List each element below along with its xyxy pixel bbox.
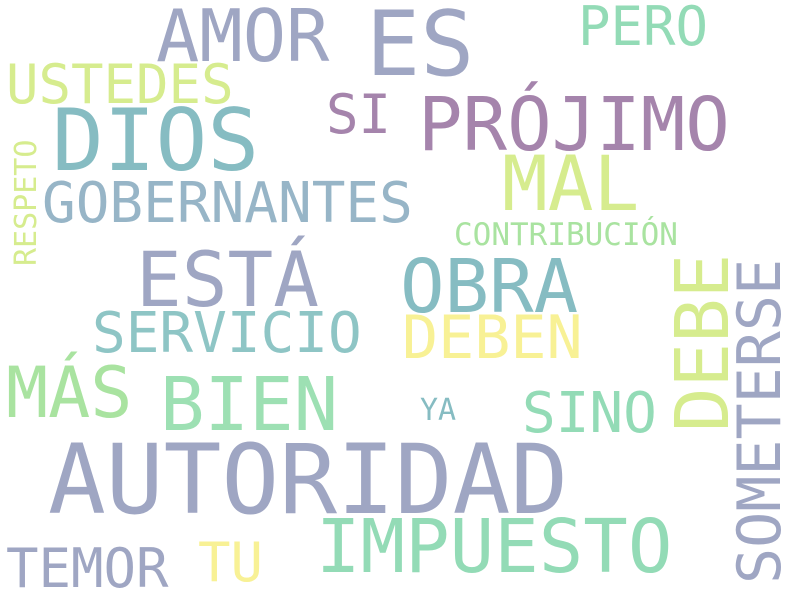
word-ya: YA [420,393,457,428]
word-dios: DIOS [52,91,260,191]
word-projimo: PRÓJIMO [418,82,730,168]
word-servicio: SERVICIO [92,301,362,366]
word-respeto: RESPETO [9,139,44,266]
word-gobernantes: GOBERNANTES [42,171,413,236]
word-temor: TEMOR [6,537,169,600]
word-esta: ESTÁ [136,235,320,324]
word-sino: SINO [522,381,657,446]
word-ustedes: USTEDES [6,53,234,116]
word-deben: DEBEN [402,303,583,373]
word-contribucion: CONTRIBUCIÓN [454,217,678,253]
word-obra: OBRA [400,244,579,330]
word-someterse: SOMETERSE [725,258,795,584]
word-mas: MÁS [6,352,133,434]
word-pero: PERO [578,0,709,58]
word-autoridad: AUTORIDAD [48,424,569,536]
word-bien: BIEN [160,362,339,448]
word-amor: AMOR [156,0,330,78]
word-es: ES [366,0,475,97]
word-impuesto: IMPUESTO [316,504,673,590]
word-mal: MAL [502,139,640,228]
word-tu: TU [198,531,264,594]
word-si: SI [326,83,392,146]
